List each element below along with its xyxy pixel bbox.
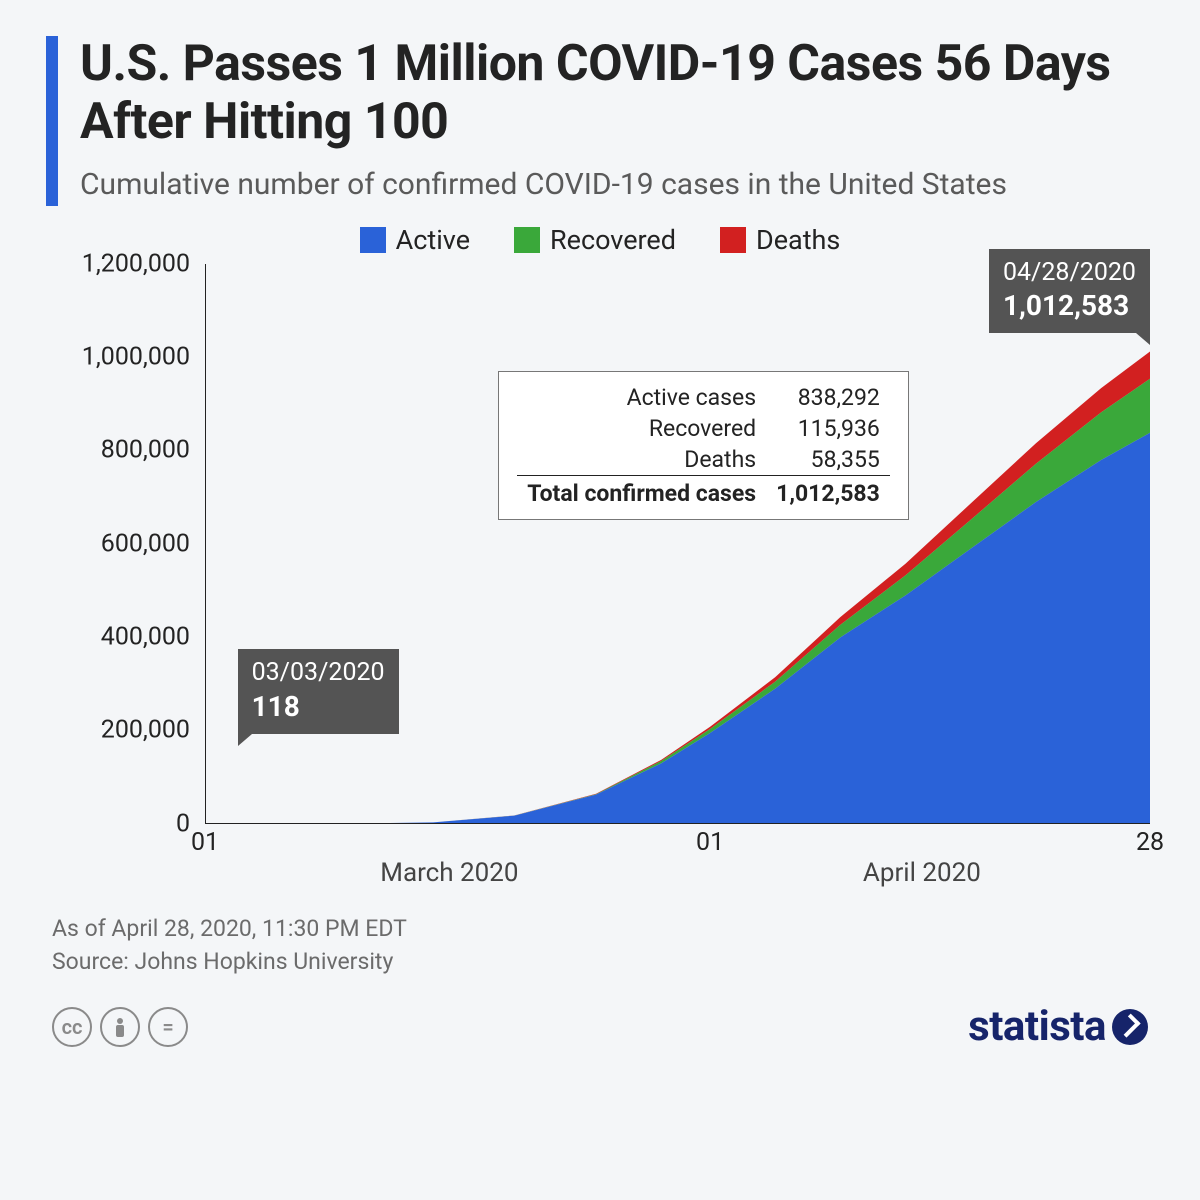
nd-icon: =: [148, 1007, 188, 1047]
y-tick-label: 1,000,000: [50, 342, 190, 371]
callout-value: 1,012,583: [1003, 288, 1136, 323]
asof-text: As of April 28, 2020, 11:30 PM EDT: [52, 912, 1154, 945]
callout-date: 03/03/2020: [252, 657, 385, 688]
brand-logo: statista: [968, 1002, 1148, 1051]
x-axis-ticks: 010128March 2020April 2020: [205, 822, 1150, 884]
y-tick-label: 800,000: [50, 436, 190, 465]
area-svg: [205, 264, 1150, 824]
x-month-label: April 2020: [863, 858, 981, 888]
infobox-total-label: Total confirmed cases: [517, 475, 766, 509]
callout-value: 118: [252, 689, 385, 724]
by-icon: [100, 1007, 140, 1047]
x-tick-label: 01: [696, 828, 724, 857]
infobox-label: Active cases: [517, 382, 766, 413]
x-tick-label: 01: [191, 828, 219, 857]
callout-date: 04/28/2020: [1003, 257, 1136, 288]
legend-swatch: [514, 227, 540, 253]
chart-subtitle: Cumulative number of confirmed COVID-19 …: [80, 165, 1154, 206]
infobox-value: 115,936: [766, 413, 890, 444]
plot-area: 03/03/202011804/28/20201,012,583Active c…: [205, 264, 1150, 824]
legend-item: Recovered: [514, 224, 676, 256]
callout: 04/28/20201,012,583: [989, 249, 1150, 333]
legend: Active Recovered Deaths: [46, 224, 1154, 256]
callout: 03/03/2020118: [238, 649, 399, 733]
y-tick-label: 600,000: [50, 529, 190, 558]
cc-icon: cc: [52, 1007, 92, 1047]
footer-notes: As of April 28, 2020, 11:30 PM EDT Sourc…: [46, 912, 1154, 979]
title-block: U.S. Passes 1 Million COVID-19 Cases 56 …: [46, 36, 1154, 206]
legend-label: Deaths: [756, 224, 840, 256]
brand-text: statista: [968, 1002, 1106, 1051]
infobox-total-value: 1,012,583: [766, 475, 890, 509]
legend-item: Active: [360, 224, 470, 256]
y-tick-label: 400,000: [50, 622, 190, 651]
legend-label: Active: [396, 224, 470, 256]
infobox-value: 58,355: [766, 444, 890, 476]
infobox-label: Recovered: [517, 413, 766, 444]
chart: 0 200,000 400,000 600,000 800,000 1,000,000 1,…: [50, 264, 1150, 884]
x-tick-label: 28: [1136, 828, 1164, 857]
y-tick-label: 0: [50, 809, 190, 838]
source-text: Source: Johns Hopkins University: [52, 945, 1154, 978]
chart-title: U.S. Passes 1 Million COVID-19 Cases 56 …: [80, 36, 1154, 151]
infobox-value: 838,292: [766, 382, 890, 413]
infobox-label: Deaths: [517, 444, 766, 476]
summary-infobox: Active cases838,292Recovered115,936Death…: [498, 371, 909, 520]
y-tick-label: 1,200,000: [50, 249, 190, 278]
legend-swatch: [720, 227, 746, 253]
legend-item: Deaths: [720, 224, 840, 256]
y-axis-ticks: 0200,000400,000600,000800,0001,000,0001,…: [50, 264, 200, 824]
brand-mark-icon: [1112, 1009, 1148, 1045]
x-month-label: March 2020: [380, 858, 518, 888]
legend-swatch: [360, 227, 386, 253]
y-tick-label: 200,000: [50, 716, 190, 745]
legend-label: Recovered: [550, 224, 676, 256]
license-icons: cc =: [52, 1007, 188, 1047]
